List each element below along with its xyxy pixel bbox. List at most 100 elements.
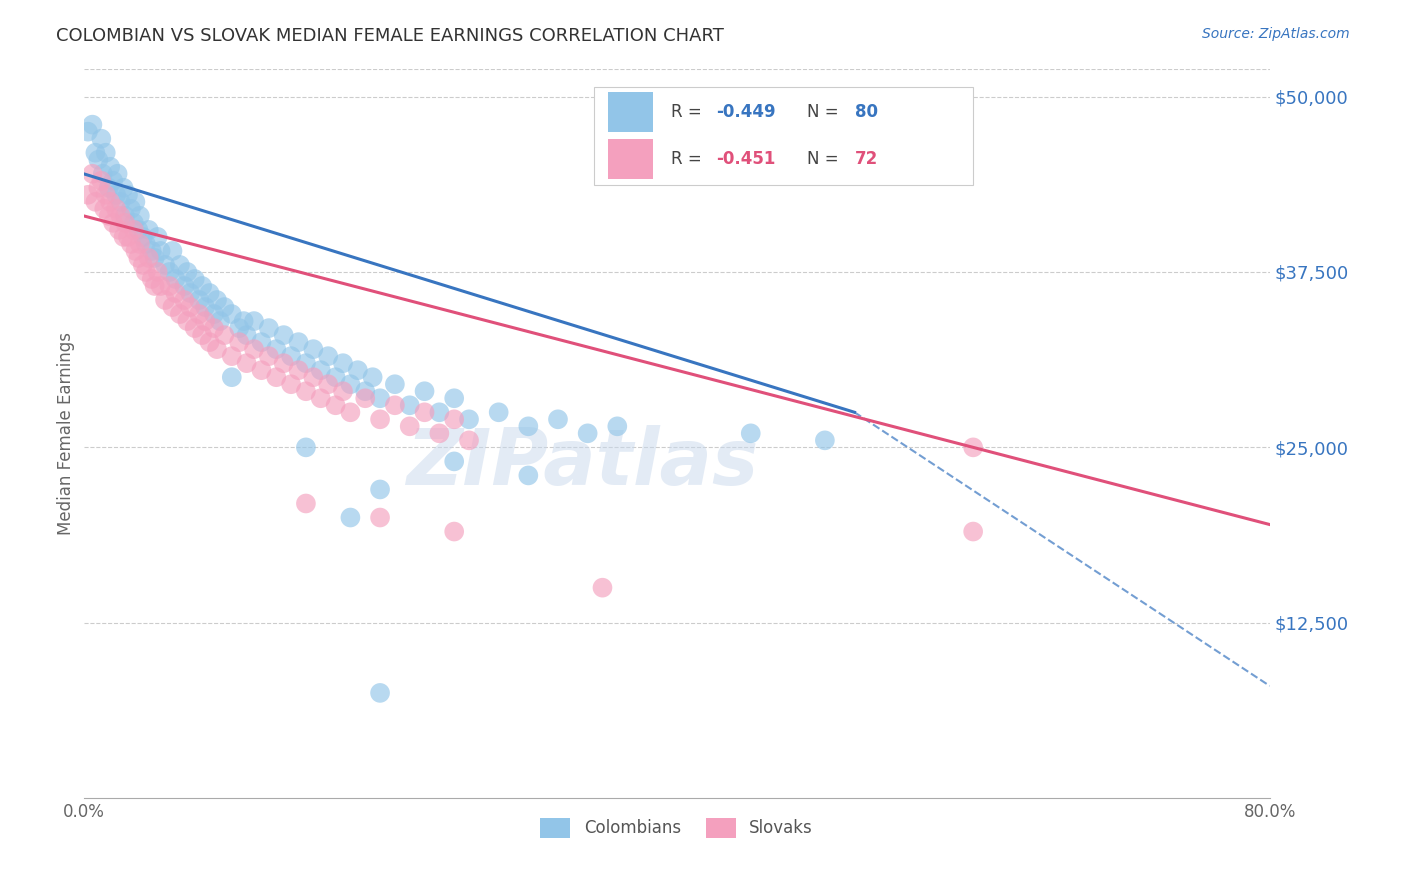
Text: 72: 72 xyxy=(855,151,877,169)
Point xyxy=(280,377,302,392)
Point xyxy=(91,167,114,181)
Point xyxy=(517,419,540,434)
Point xyxy=(287,335,309,350)
Point xyxy=(120,236,142,251)
Point xyxy=(427,426,450,441)
Point xyxy=(384,377,406,392)
Point xyxy=(295,441,318,455)
Point xyxy=(124,244,146,258)
Point xyxy=(354,384,377,399)
Point xyxy=(384,398,406,412)
Point xyxy=(346,363,368,377)
Point xyxy=(153,293,176,307)
Point xyxy=(82,118,104,132)
Point xyxy=(458,412,481,426)
Point xyxy=(205,342,228,356)
Point xyxy=(368,483,391,497)
Point xyxy=(143,279,166,293)
Point xyxy=(413,405,436,419)
Point xyxy=(309,391,332,405)
Point xyxy=(368,412,391,426)
Point xyxy=(962,524,984,539)
Point xyxy=(198,285,221,300)
Point xyxy=(128,209,150,223)
Point xyxy=(198,335,221,350)
Point xyxy=(87,181,110,195)
Point xyxy=(183,272,205,286)
Point xyxy=(287,363,309,377)
Text: -0.449: -0.449 xyxy=(716,103,775,121)
Point xyxy=(138,251,160,265)
Point xyxy=(295,496,318,510)
Point xyxy=(250,363,273,377)
Point xyxy=(339,377,361,392)
Point xyxy=(202,321,225,335)
Point xyxy=(232,314,254,328)
Point xyxy=(146,230,169,244)
Point xyxy=(443,412,465,426)
Point xyxy=(443,524,465,539)
Point xyxy=(325,370,347,384)
Point xyxy=(208,314,231,328)
Point xyxy=(98,160,121,174)
Point xyxy=(94,187,117,202)
Point xyxy=(235,356,257,370)
Point xyxy=(962,441,984,455)
Point xyxy=(606,419,628,434)
Point xyxy=(98,194,121,209)
Point xyxy=(77,187,100,202)
Point xyxy=(361,370,384,384)
Text: R =: R = xyxy=(671,103,707,121)
Point xyxy=(97,181,120,195)
Point xyxy=(243,342,266,356)
Point xyxy=(398,419,420,434)
FancyBboxPatch shape xyxy=(593,87,973,186)
Point xyxy=(108,223,131,237)
Point xyxy=(124,194,146,209)
Point xyxy=(179,285,201,300)
Point xyxy=(132,230,155,244)
Point xyxy=(138,223,160,237)
Point xyxy=(316,377,339,392)
Point xyxy=(325,398,347,412)
Text: N =: N = xyxy=(807,151,844,169)
Point xyxy=(257,321,280,335)
Point xyxy=(273,328,295,343)
Point xyxy=(183,321,205,335)
Point xyxy=(302,370,325,384)
Point xyxy=(443,391,465,405)
Point xyxy=(107,167,129,181)
Point xyxy=(169,307,191,321)
Point xyxy=(458,434,481,448)
Point xyxy=(221,307,243,321)
Point xyxy=(128,236,150,251)
Point xyxy=(110,194,132,209)
Point xyxy=(122,223,145,237)
Text: 80: 80 xyxy=(855,103,877,121)
Point xyxy=(122,216,145,230)
Point xyxy=(112,230,135,244)
Point xyxy=(162,300,184,314)
Text: -0.451: -0.451 xyxy=(716,151,775,169)
Point xyxy=(117,230,139,244)
Point xyxy=(202,307,225,321)
Point xyxy=(110,209,132,223)
Point xyxy=(517,468,540,483)
Point xyxy=(127,251,149,265)
Point xyxy=(413,384,436,399)
Point xyxy=(339,510,361,524)
Point xyxy=(135,236,157,251)
Point xyxy=(740,426,762,441)
Point xyxy=(141,244,163,258)
Point xyxy=(214,300,236,314)
Point xyxy=(120,202,142,216)
Point xyxy=(117,187,139,202)
Point xyxy=(179,300,201,314)
Point xyxy=(159,279,181,293)
Point xyxy=(173,293,195,307)
Point xyxy=(427,405,450,419)
Point xyxy=(101,216,124,230)
Point xyxy=(316,349,339,363)
Point xyxy=(191,279,214,293)
Point xyxy=(90,174,112,188)
